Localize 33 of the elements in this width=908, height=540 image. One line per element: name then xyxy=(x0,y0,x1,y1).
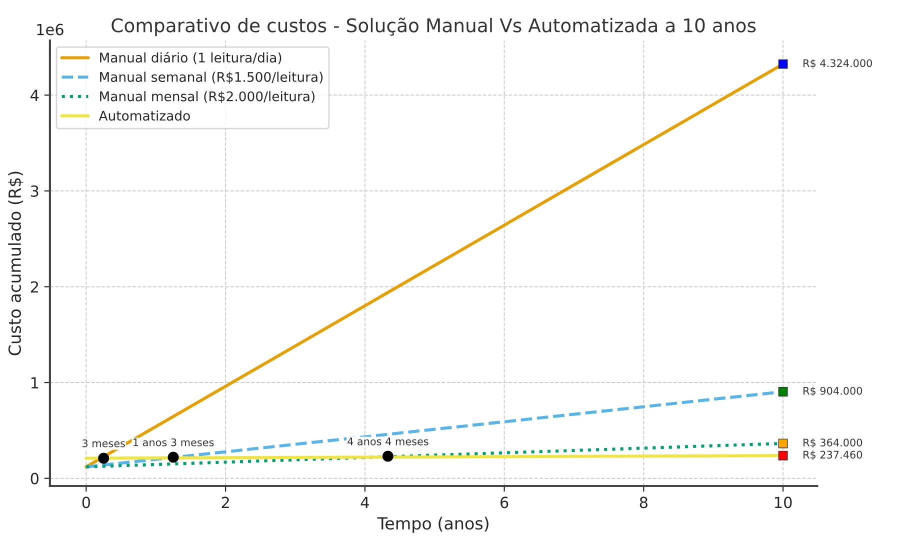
legend-label: Automatizado xyxy=(98,110,190,121)
x-tick-label: 6 xyxy=(500,496,508,508)
point xyxy=(98,452,110,464)
x-tick-label: 10 xyxy=(775,496,792,508)
y-tick-label: 0 xyxy=(30,472,39,484)
data-label: R$ 237.460 xyxy=(804,450,862,460)
y-tick-label: 4 xyxy=(30,90,39,101)
legend-label: Manual semanal (R$1.500/leitura) xyxy=(100,72,323,84)
data-label: R$ 904.000 xyxy=(804,386,862,396)
x-tick-label: 2 xyxy=(222,496,229,508)
annotation: 3 meses xyxy=(82,439,125,448)
x-tick-label: 0 xyxy=(82,496,90,508)
legend-label: Manual diário (1 leitura/dia) xyxy=(100,52,282,64)
legend-label: Manual mensal (R$2.000/leitura) xyxy=(100,91,314,104)
point xyxy=(778,438,788,448)
point xyxy=(168,452,179,463)
point xyxy=(778,386,788,396)
text: 1e6 xyxy=(37,24,64,36)
data-label: R$ 364.000 xyxy=(804,438,862,448)
x-tick-label: 4 xyxy=(360,496,369,508)
point xyxy=(778,450,788,460)
data-label: R$ 4.324.000 xyxy=(804,59,872,68)
annotation: 4 anos 4 meses xyxy=(348,438,428,446)
chart-title: Comparativo de custos - Solução Manual Vs Automatizada a 10 anos xyxy=(112,18,756,36)
y-axis-title: Custo acumulado (R$) xyxy=(8,172,24,356)
point xyxy=(382,450,394,462)
annotation: 1 anos 3 meses xyxy=(134,438,214,446)
x-tick-label: 8 xyxy=(640,496,648,508)
point xyxy=(778,59,788,69)
y-tick-label: 2 xyxy=(30,281,38,293)
x-axis-title: Tempo (anos) xyxy=(377,516,488,533)
y-tick-label: 1 xyxy=(31,377,38,388)
y-tick-label: 3 xyxy=(30,185,38,197)
